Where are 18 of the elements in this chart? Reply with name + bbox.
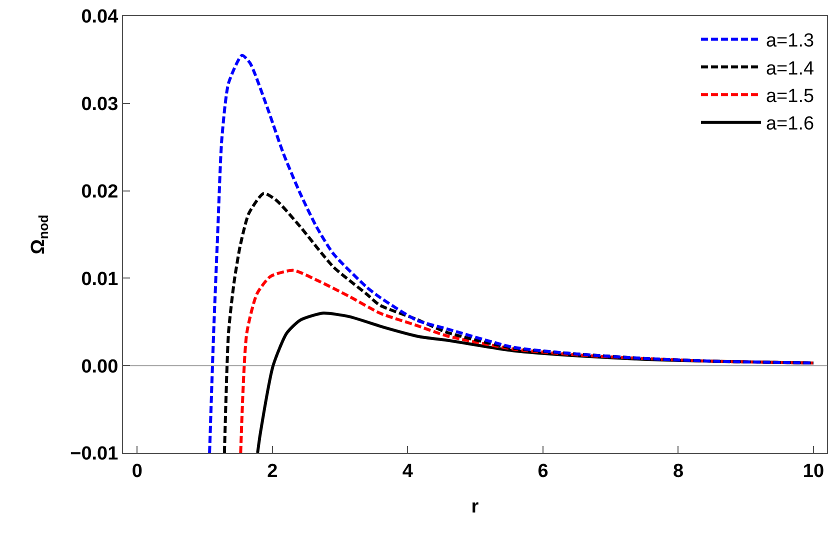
x-tick-label: 10 — [802, 460, 824, 482]
line-series — [239, 268, 815, 453]
y-tick-label: 0.00 — [81, 356, 118, 378]
x-tick-label: 6 — [538, 460, 548, 482]
x-tick-label: 4 — [402, 460, 414, 482]
x-axis-title: r — [471, 496, 480, 518]
y-tick-label: 0.03 — [81, 94, 118, 116]
y-tick-label: 0.01 — [81, 268, 119, 290]
x-tick-label: 2 — [267, 460, 278, 482]
legend-label: a=1.6 — [766, 114, 814, 135]
legend-label: a=1.3 — [766, 30, 814, 52]
y-tick-label: 0.02 — [81, 181, 118, 202]
x-tick-label: 8 — [672, 460, 684, 482]
legend-label: a=1.5 — [766, 86, 814, 108]
legend-label: a=1.4 — [766, 58, 814, 80]
y-tick-label: 0.04 — [81, 6, 119, 28]
y-tick-label: −0.01 — [70, 444, 119, 465]
x-tick-label: 0 — [132, 460, 142, 482]
